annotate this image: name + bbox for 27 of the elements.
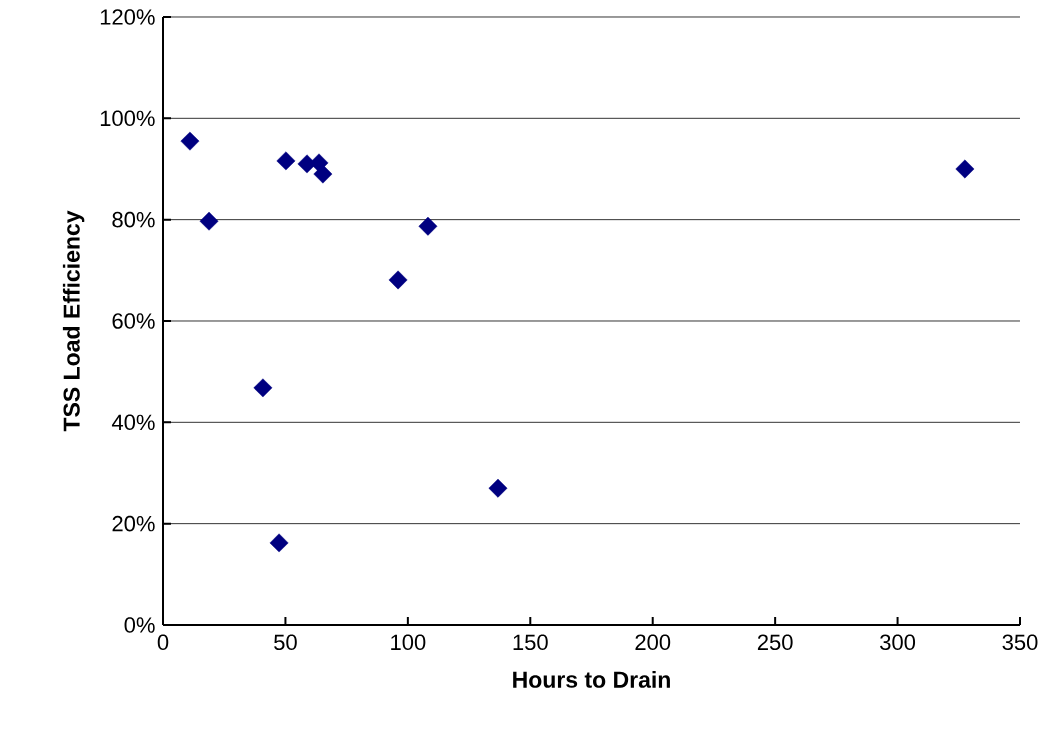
y-tick-label: 60% <box>112 313 155 329</box>
point <box>253 378 273 398</box>
x-tick-label: 350 <box>1002 634 1038 651</box>
x-tick-label: 100 <box>391 634 426 651</box>
x-tick-label: 50 <box>274 634 297 651</box>
y-tick-label: 20% <box>112 515 155 532</box>
y-tick-label: 120% <box>100 9 155 25</box>
x-tick-label: 300 <box>880 634 916 651</box>
point <box>488 478 508 498</box>
x-tick-label: 200 <box>635 634 671 651</box>
x-axis-title: Hours to Drain <box>513 670 670 688</box>
point <box>955 159 975 179</box>
point <box>269 533 289 553</box>
y-tick-label: 0% <box>124 617 155 633</box>
y-axis-title: TSS Load Efficiency <box>62 210 85 432</box>
y-tick-label: 40% <box>111 414 155 431</box>
y-tick-label: 100% <box>100 110 155 127</box>
point <box>313 164 333 184</box>
point <box>388 270 408 290</box>
x-tick-label: 250 <box>757 634 793 651</box>
point <box>418 216 438 236</box>
x-tick-label: 150 <box>513 634 548 651</box>
point <box>199 211 219 231</box>
x-tick-label: 0 <box>157 634 169 651</box>
point <box>276 151 296 171</box>
point <box>180 131 200 151</box>
y-tick-label: 80% <box>112 211 155 228</box>
